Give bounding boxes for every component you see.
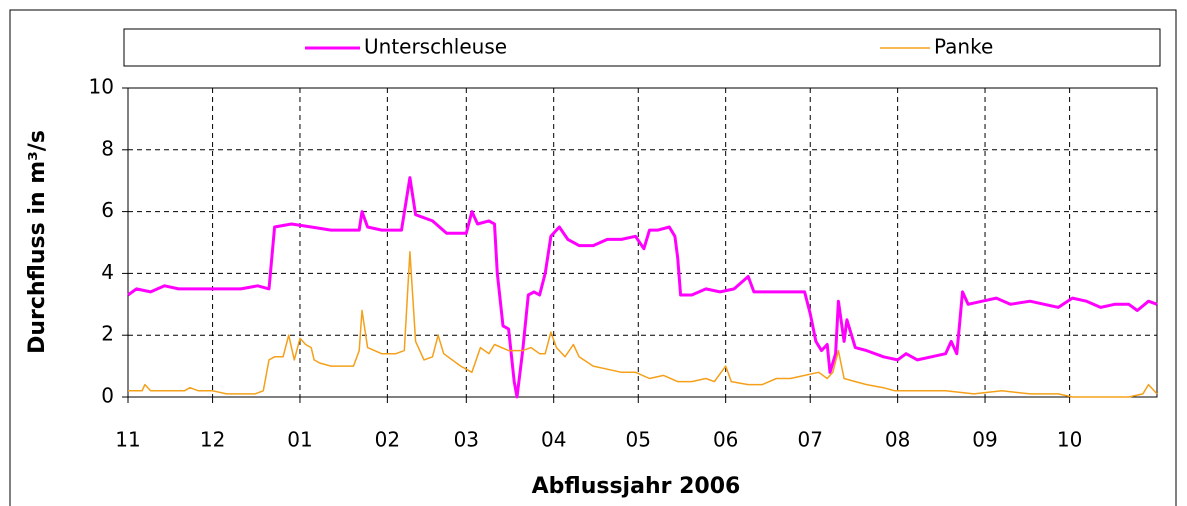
x-tick-label: 02 <box>375 428 400 452</box>
legend-frame <box>123 28 1161 67</box>
x-tick-label: 11 <box>115 428 140 452</box>
legend-label: Panke <box>934 35 993 59</box>
x-tick-label: 03 <box>454 428 479 452</box>
legend-label: Unterschleuse <box>364 35 507 59</box>
x-tick-label: 09 <box>972 428 997 452</box>
x-tick-label: 06 <box>713 428 738 452</box>
y-tick-label: 8 <box>101 136 114 160</box>
y-tick-label: 2 <box>101 322 114 346</box>
y-tick-label: 0 <box>101 384 114 408</box>
x-tick-label: 08 <box>885 428 910 452</box>
chart-frame <box>9 9 1177 506</box>
x-axis-title: Abflussjahr 2006 <box>532 474 741 499</box>
x-tick-label: 10 <box>1057 428 1082 452</box>
x-tick-label: 05 <box>626 428 651 452</box>
y-tick-label: 4 <box>101 260 114 284</box>
y-axis-title: Durchfluss in m³/s <box>25 130 50 354</box>
x-tick-label: 01 <box>287 428 312 452</box>
plot-area <box>127 87 1158 398</box>
x-tick-label: 04 <box>541 428 566 452</box>
x-tick-label: 07 <box>798 428 823 452</box>
series-line <box>128 251 1158 398</box>
y-tick-label: 10 <box>89 75 114 99</box>
x-tick-label: 12 <box>200 428 225 452</box>
series-line <box>127 176 1158 399</box>
y-tick-label: 6 <box>101 198 114 222</box>
